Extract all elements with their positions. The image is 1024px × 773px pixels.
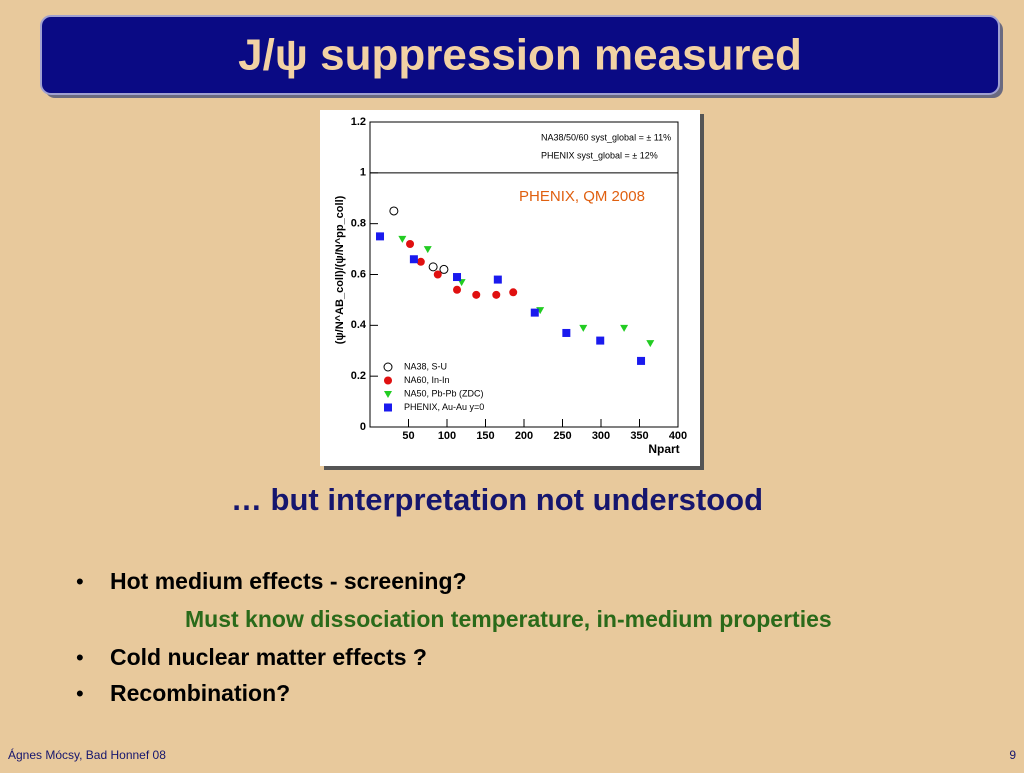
bullet-note: Must know dissociation temperature, in-m… (185, 606, 832, 632)
bullet: Hot medium effects - screening? (110, 568, 467, 594)
marker (637, 356, 646, 365)
bullet-marker: • (76, 569, 84, 594)
title-bar (40, 15, 1000, 95)
bullet: Cold nuclear matter effects ? (110, 644, 427, 670)
bullet-marker: • (76, 681, 84, 706)
y-tick-label: 0.8 (351, 218, 366, 230)
bullet: Recombination? (110, 680, 290, 706)
y-tick-label: 0.2 (351, 370, 366, 382)
x-tick-label: 100 (438, 430, 456, 442)
x-tick-label: 350 (630, 430, 648, 442)
marker (562, 328, 571, 337)
x-tick-label: 300 (592, 430, 610, 442)
figure (320, 110, 700, 466)
plot: (ψ/N^AB_coll)/(ψ/N^pp_coll) Npart NA38/5… (334, 116, 687, 456)
marker (620, 324, 629, 332)
marker (472, 290, 481, 299)
marker (439, 264, 449, 274)
marker (416, 257, 425, 266)
legend-swatch (384, 403, 392, 412)
marker (579, 324, 588, 332)
marker (376, 232, 385, 241)
marker (433, 270, 442, 279)
bullet-marker: • (76, 645, 84, 670)
legend-swatch (383, 362, 393, 372)
y-tick-label: 0.4 (351, 319, 367, 331)
x-axis-title: Npart (648, 442, 679, 456)
marker (646, 340, 655, 348)
page-number: 9 (1009, 748, 1016, 762)
marker (453, 273, 462, 282)
y-tick-label: 1.2 (351, 116, 366, 128)
y-axis-title: (ψ/N^AB_coll)/(ψ/N^pp_coll) (334, 195, 346, 344)
x-tick-label: 150 (476, 430, 494, 442)
marker (389, 206, 399, 216)
annotation: NA38/50/60 syst_global = ± 11% (541, 132, 671, 142)
marker (530, 308, 539, 317)
x-tick-label: 50 (402, 430, 414, 442)
x-tick-label: 400 (669, 430, 687, 442)
marker (398, 235, 407, 243)
annotation: PHENIX, QM 2008 (519, 188, 645, 205)
slide-title: J/ψ suppression measured (238, 31, 802, 80)
y-tick-label: 0 (360, 421, 366, 433)
annotation: PHENIX syst_global = ± 12% (541, 150, 658, 160)
marker (509, 288, 518, 297)
legend-label: NA38, S-U (404, 361, 447, 371)
footer-author: Ágnes Mócsy, Bad Honnef 08 (8, 747, 166, 762)
legend-swatch (384, 391, 392, 398)
marker (409, 255, 418, 264)
legend-swatch (384, 376, 392, 385)
x-tick-label: 200 (515, 430, 533, 442)
legend-label: NA50, Pb-Pb (ZDC) (404, 388, 484, 398)
marker (406, 240, 415, 248)
marker (453, 285, 462, 294)
y-tick-label: 1 (360, 167, 366, 179)
legend-label: PHENIX, Au-Au y=0 (404, 402, 484, 412)
marker (493, 275, 502, 284)
marker (423, 246, 432, 254)
x-tick-label: 250 (553, 430, 571, 442)
marker (596, 336, 605, 345)
marker (492, 290, 501, 299)
marker (428, 262, 438, 272)
legend-label: NA60, In-In (404, 375, 450, 385)
y-tick-label: 0.6 (351, 268, 366, 280)
subtitle: … but interpretation not understood (231, 482, 763, 517)
